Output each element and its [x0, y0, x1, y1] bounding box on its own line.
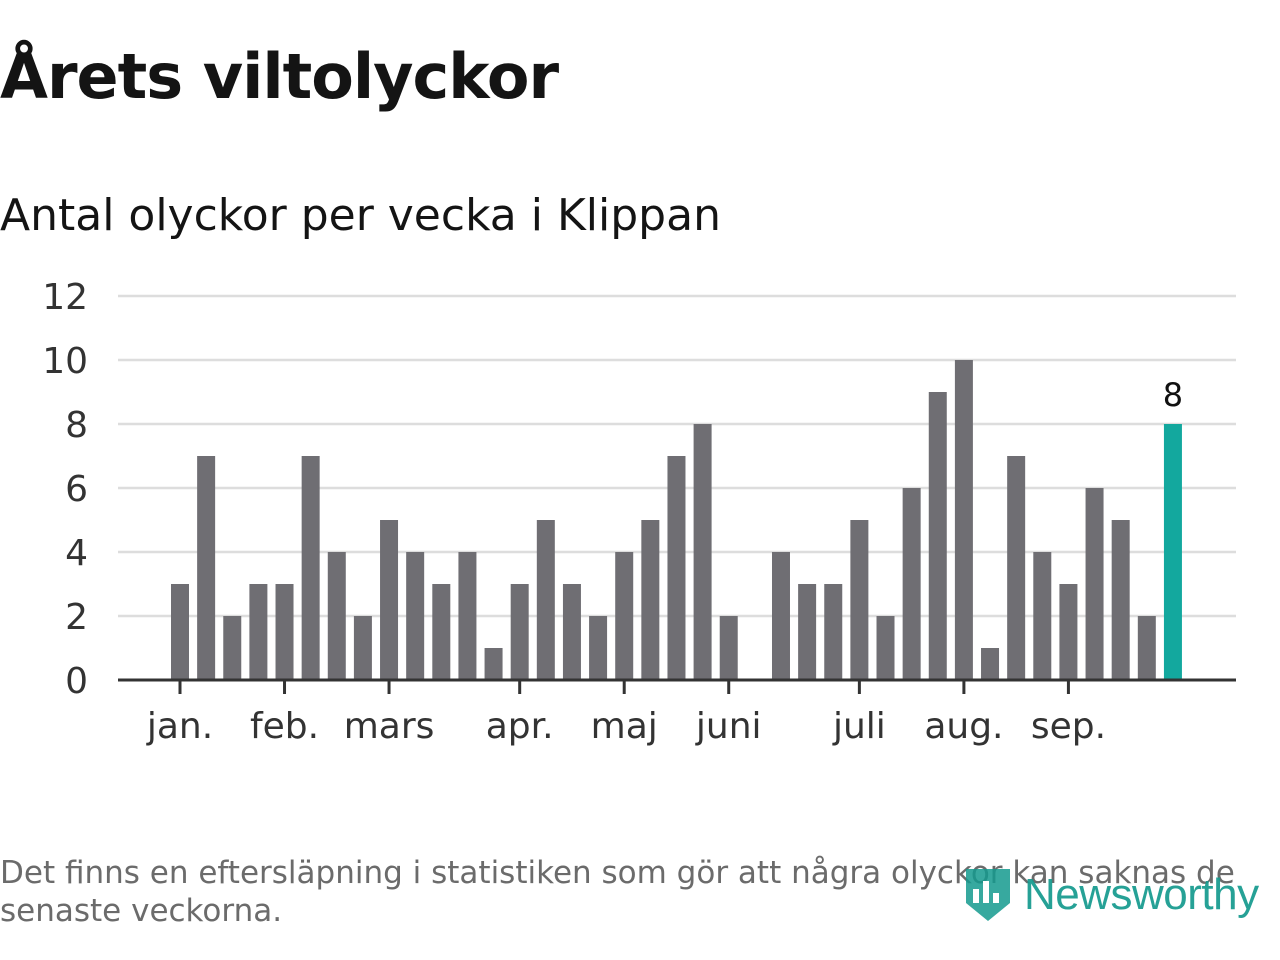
bar [197, 456, 216, 680]
x-tick-label-month: sep. [1031, 706, 1106, 747]
bar [171, 584, 189, 680]
newsworthy-logo[interactable]: Newsworthy [962, 862, 1259, 928]
x-tick-label-month: mars [344, 706, 435, 747]
bar [510, 584, 529, 680]
bar-highlight [1163, 424, 1182, 680]
bar [641, 520, 660, 680]
y-tick-label: 6 [65, 469, 88, 510]
brand-name: Newsworthy [1024, 870, 1259, 919]
x-axis-tick-labels: jan. feb. mars apr. maj juni juli aug. sep. [146, 706, 1106, 747]
x-tick-label-month: maj [591, 706, 658, 747]
bar [876, 616, 895, 680]
bar [562, 584, 581, 680]
bar [249, 584, 268, 680]
bar [902, 488, 921, 680]
y-tick-label: 2 [65, 597, 88, 638]
bar [824, 584, 843, 680]
bar [301, 456, 320, 680]
x-tick-label-month: apr. [486, 706, 554, 747]
chart-subtitle: Antal olyckor per vecka i Klippan [0, 190, 721, 241]
bar [458, 552, 477, 680]
bar [380, 520, 399, 680]
x-tick-label-month: aug. [924, 706, 1003, 747]
y-tick-label: 12 [42, 277, 88, 318]
bar [223, 616, 242, 680]
y-tick-label: 4 [65, 533, 88, 574]
bar [954, 360, 973, 680]
bar [484, 648, 503, 680]
bar [1007, 456, 1026, 680]
y-axis-tick-labels: 0 2 4 6 8 10 12 [42, 277, 88, 702]
bar [353, 616, 372, 680]
x-axis [118, 678, 1236, 694]
x-tick-label-month: jan. [146, 706, 213, 747]
x-tick-label-month: juli [832, 706, 886, 747]
x-tick-label-month: feb. [250, 706, 319, 747]
bar [1137, 616, 1156, 680]
bars [171, 360, 1182, 680]
bar [850, 520, 869, 680]
chart-title: Årets viltolyckor [0, 40, 559, 113]
bar [719, 616, 738, 680]
y-tick-label: 8 [65, 405, 88, 446]
newsworthy-icon [966, 869, 1010, 921]
bar [275, 584, 294, 680]
bar [1085, 488, 1104, 680]
bar [615, 552, 634, 680]
data-label-latest-week: 8 [1163, 376, 1183, 414]
y-tick-label: 10 [42, 341, 88, 382]
bar [1033, 552, 1052, 680]
x-tick-label-month: juni [695, 706, 762, 747]
bar [928, 392, 947, 680]
bar [1111, 520, 1130, 680]
bar [798, 584, 817, 680]
bar [406, 552, 425, 680]
bar [327, 552, 346, 680]
data-labels: 8 [1163, 376, 1183, 414]
lag-disclaimer-note: Det finns en eftersläpning i statistiken… [0, 855, 1235, 929]
bar [693, 424, 712, 680]
bar [771, 552, 790, 680]
bar [1059, 584, 1078, 680]
bar [981, 648, 1000, 680]
bar-chart: 0 2 4 6 8 10 12 jan. feb. mars apr. maj juni juli aug… [42, 277, 1236, 747]
bar [432, 584, 451, 680]
y-tick-label: 0 [65, 661, 88, 702]
bar [667, 456, 686, 680]
bar [536, 520, 555, 680]
bar [589, 616, 608, 680]
